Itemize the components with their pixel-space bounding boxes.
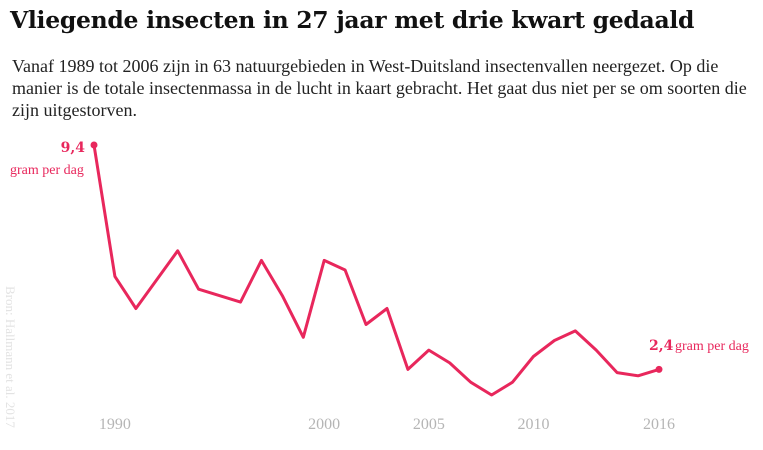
end-unit-label: gram per dag [675,339,749,354]
x-tick-label: 1990 [99,416,131,433]
chart-title: Vliegende insecten in 27 jaar met drie k… [10,6,695,34]
x-tick-label: 2010 [517,416,549,433]
end-point [655,365,663,373]
x-tick-label: 2000 [308,416,340,433]
x-tick-label: 2005 [413,416,445,433]
chart-subtitle: Vanaf 1989 tot 2006 zijn in 63 natuurgeb… [12,56,747,120]
start-unit-label: gram per dag [10,163,84,178]
x-axis-ticks: 1990 2000 2005 2010 2016 [99,416,675,433]
series-line [92,143,661,397]
start-value-label: 9,4 [61,140,86,156]
end-value-label: 2,4 [649,338,674,354]
start-point [90,141,98,149]
x-tick-label: 2016 [643,416,675,433]
data-points [90,141,663,373]
